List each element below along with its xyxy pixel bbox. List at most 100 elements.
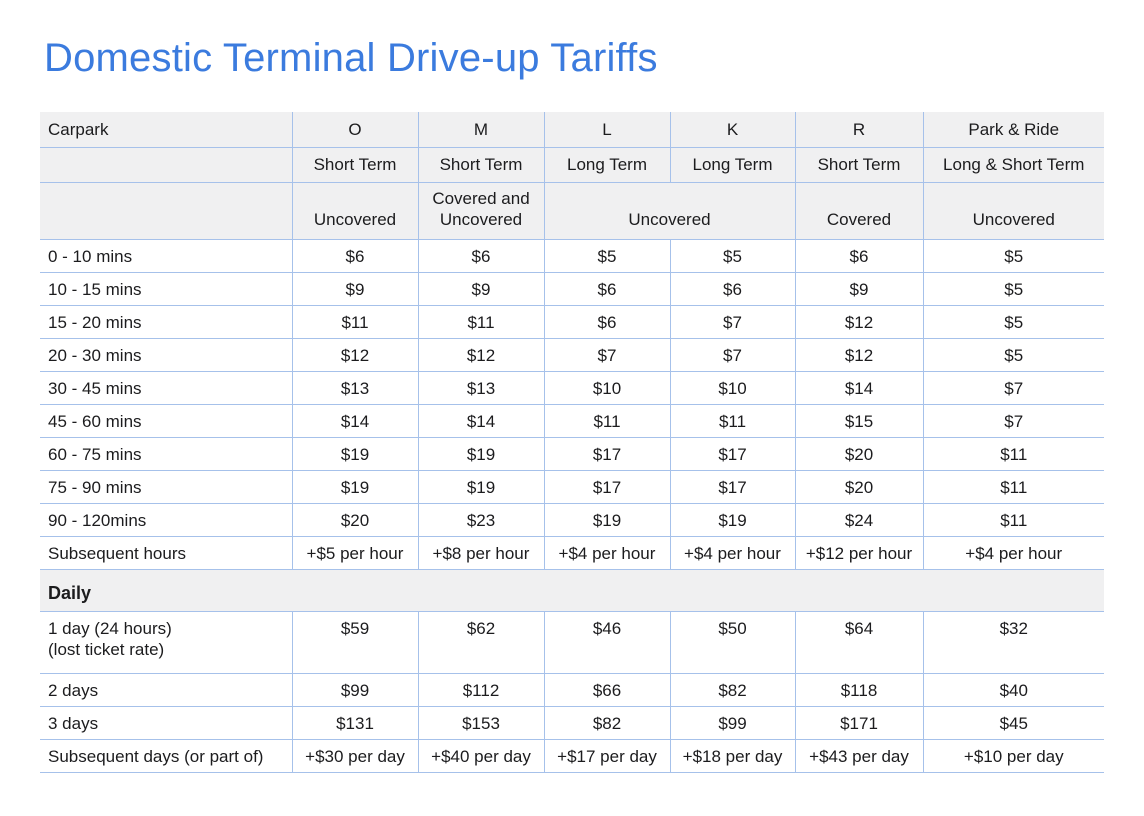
term-cell: Short Term: [417, 147, 544, 183]
price-cell: $14: [291, 404, 418, 438]
row-label: 0 - 10 mins: [40, 239, 292, 273]
table-row: 0 - 10 mins $6 $6 $5 $5 $6 $5: [40, 239, 1104, 273]
price-cell: $17: [543, 437, 670, 471]
row-label: 2 days: [40, 673, 292, 707]
price-cell: $11: [922, 437, 1104, 471]
price-cell: $19: [543, 503, 670, 537]
price-cell: $45: [922, 706, 1104, 740]
price-cell: $112: [417, 673, 544, 707]
empty-cell: [40, 147, 292, 183]
price-cell: $6: [543, 272, 670, 306]
carpark-name-row: Carpark O M L K R Park & Ride: [40, 112, 1104, 148]
daily-section-label: Daily: [40, 569, 1104, 612]
price-cell: $82: [669, 673, 795, 707]
empty-cell: [40, 182, 292, 240]
price-cell: $9: [417, 272, 544, 306]
cover-cell: Covered: [794, 182, 923, 240]
price-cell: $19: [417, 437, 544, 471]
price-cell: +$30 per day: [291, 739, 418, 773]
row-label: 15 - 20 mins: [40, 305, 292, 339]
price-cell: $11: [543, 404, 670, 438]
price-cell: $20: [794, 437, 923, 471]
row-label: Subsequent days (or part of): [40, 739, 292, 773]
price-cell: $13: [291, 371, 418, 405]
price-cell: $171: [794, 706, 923, 740]
row-label: 60 - 75 mins: [40, 437, 292, 471]
price-cell: $46: [543, 611, 670, 674]
price-cell: $99: [291, 673, 418, 707]
cover-cell: Uncovered: [922, 182, 1104, 240]
price-cell: +$4 per hour: [922, 536, 1104, 570]
carpark-name: Park & Ride: [922, 112, 1104, 148]
price-cell: $6: [417, 239, 544, 273]
price-cell: $7: [922, 371, 1104, 405]
row-label: Subsequent hours: [40, 536, 292, 570]
price-cell: $9: [794, 272, 923, 306]
price-cell: $5: [922, 338, 1104, 372]
daily-section-header: Daily: [40, 569, 1104, 612]
price-cell: $131: [291, 706, 418, 740]
row-label: 75 - 90 mins: [40, 470, 292, 504]
price-cell: $7: [669, 338, 795, 372]
table-row: 75 - 90 mins $19 $19 $17 $17 $20 $11: [40, 470, 1104, 504]
row-label: 45 - 60 mins: [40, 404, 292, 438]
price-cell: +$17 per day: [543, 739, 670, 773]
cover-row: Uncovered Covered and Uncovered Uncovere…: [40, 182, 1104, 240]
daily-rows: 1 day (24 hours) (lost ticket rate) $59 $6…: [40, 611, 1104, 773]
price-cell: $17: [543, 470, 670, 504]
row-label: 30 - 45 mins: [40, 371, 292, 405]
price-cell: $17: [669, 437, 795, 471]
price-cell: $12: [291, 338, 418, 372]
carpark-name: R: [794, 112, 923, 148]
price-cell: $11: [291, 305, 418, 339]
price-cell: $50: [669, 611, 795, 674]
price-cell: $23: [417, 503, 544, 537]
hourly-rows: 0 - 10 mins $6 $6 $5 $5 $6 $5 10 - 15 mins $9 $9 $…: [40, 239, 1104, 570]
price-cell: $5: [922, 305, 1104, 339]
row-label: 20 - 30 mins: [40, 338, 292, 372]
term-cell: Short Term: [291, 147, 418, 183]
price-cell: $19: [417, 470, 544, 504]
price-cell: $40: [922, 673, 1104, 707]
price-cell: $13: [417, 371, 544, 405]
price-cell: $14: [417, 404, 544, 438]
corner-cell: Carpark: [40, 112, 292, 148]
price-cell: $10: [543, 371, 670, 405]
price-cell: +$18 per day: [669, 739, 795, 773]
table-row: 90 - 120mins $20 $23 $19 $19 $24 $11: [40, 503, 1104, 537]
price-cell: +$10 per day: [922, 739, 1104, 773]
price-cell: $19: [291, 470, 418, 504]
price-cell: +$5 per hour: [291, 536, 418, 570]
table-row: 3 days $131 $153 $82 $99 $171 $45: [40, 706, 1104, 740]
price-cell: +$4 per hour: [669, 536, 795, 570]
carpark-name: L: [543, 112, 670, 148]
price-cell: $15: [794, 404, 923, 438]
price-cell: $118: [794, 673, 923, 707]
price-cell: $9: [291, 272, 418, 306]
price-cell: $10: [669, 371, 795, 405]
price-cell: $32: [922, 611, 1104, 674]
table-row: 15 - 20 mins $11 $11 $6 $7 $12 $5: [40, 305, 1104, 339]
carpark-name: O: [291, 112, 418, 148]
term-cell: Short Term: [794, 147, 923, 183]
price-cell: $7: [669, 305, 795, 339]
price-cell: +$12 per hour: [794, 536, 923, 570]
price-cell: $11: [922, 470, 1104, 504]
price-cell: $11: [922, 503, 1104, 537]
row-label: 1 day (24 hours) (lost ticket rate): [40, 611, 292, 674]
table-row: 20 - 30 mins $12 $12 $7 $7 $12 $5: [40, 338, 1104, 372]
price-cell: $19: [669, 503, 795, 537]
price-cell: +$40 per day: [417, 739, 544, 773]
row-label: 10 - 15 mins: [40, 272, 292, 306]
price-cell: $24: [794, 503, 923, 537]
price-cell: $62: [417, 611, 544, 674]
tariff-table: Carpark O M L K R Park & Ride Short Term…: [40, 112, 1104, 773]
cover-cell: Covered and Uncovered: [417, 182, 544, 240]
table-row: Subsequent hours +$5 per hour +$8 per hour…: [40, 536, 1104, 570]
page-title: Domestic Terminal Drive-up Tariffs: [44, 36, 658, 80]
daily-section: Daily: [40, 569, 1104, 612]
table-row: 45 - 60 mins $14 $14 $11 $11 $15 $7: [40, 404, 1104, 438]
price-cell: $14: [794, 371, 923, 405]
price-cell: $82: [543, 706, 670, 740]
